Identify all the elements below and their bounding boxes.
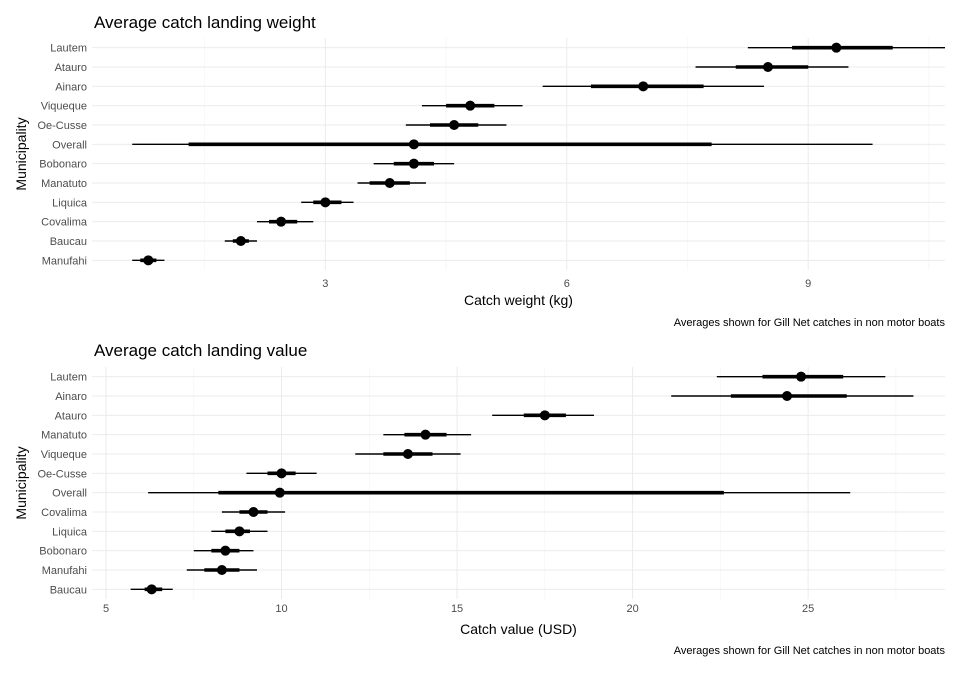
panel-1 [92,38,945,270]
point-estimate [320,197,331,208]
x-tick-label: 5 [103,603,109,615]
y-axis-title: Municipality [13,446,29,519]
x-tick-label: 6 [564,278,570,290]
chart-title: Average catch landing weight [94,13,316,32]
chart-caption: Averages shown for Gill Net catches in n… [674,317,946,329]
point-estimate [420,429,431,440]
point-estimate [216,565,227,575]
point-estimate [402,449,413,459]
y-tick-label: Viqueque [41,101,87,113]
panel-2 [92,367,945,599]
y-tick-label: Baucau [50,236,87,248]
point-estimate [143,255,154,266]
x-tick-label: 15 [451,603,463,615]
y-tick-label: Overall [52,488,87,500]
x-tick-label: 10 [275,603,287,615]
y-tick-label: Liquica [52,197,88,209]
point-estimate [449,120,460,130]
x-tick-label: 9 [805,278,811,290]
y-axis-title: Municipality [13,117,29,190]
point-estimate [220,545,231,556]
x-axis-title: Catch value (USD) [460,621,577,637]
y-tick-label: Atauro [55,410,87,422]
point-estimate [234,526,245,537]
point-estimate [539,410,550,421]
y-tick-label: Bobonaro [39,159,87,171]
y-tick-label: Covalima [41,217,88,229]
y-tick-label: Manufahi [42,565,87,577]
y-tick-label: Ainaro [55,81,87,93]
point-estimate [248,507,259,517]
point-estimate [276,216,287,227]
point-estimate [638,81,649,92]
x-axis-title: Catch weight (kg) [464,292,573,308]
x-tick-label: 3 [322,278,328,290]
point-estimate [146,584,157,595]
point-estimate [782,391,793,401]
y-tick-label: Baucau [50,584,87,596]
y-tick-label: Oe-Cusse [37,468,87,480]
point-estimate [274,487,285,498]
point-estimate [408,139,419,150]
chart-caption: Averages shown for Gill Net catches in n… [674,645,946,657]
point-estimate [831,42,842,53]
y-tick-label: Lautem [50,372,87,384]
x-tick-label: 25 [802,603,814,615]
y-tick-label: Manufahi [42,255,87,267]
point-estimate [384,178,395,188]
y-tick-label: Covalima [41,507,88,519]
y-tick-label: Lautem [50,43,87,55]
y-tick-label: Bobonaro [39,546,87,558]
point-estimate [235,236,246,246]
point-estimate [408,158,419,169]
y-tick-label: Oe-Cusse [37,120,87,132]
y-tick-label: Overall [52,139,87,151]
y-tick-label: Manatuto [41,178,87,190]
y-tick-label: Viqueque [41,449,87,461]
point-estimate [762,62,773,72]
y-tick-label: Liquica [52,526,88,538]
point-estimate [796,371,807,382]
y-tick-label: Ainaro [55,391,87,403]
x-tick-label: 20 [626,603,638,615]
point-estimate [276,468,287,479]
point-estimate [465,100,476,111]
y-tick-label: Atauro [55,62,87,74]
y-tick-label: Manatuto [41,430,87,442]
chart-title: Average catch landing value [94,341,307,360]
